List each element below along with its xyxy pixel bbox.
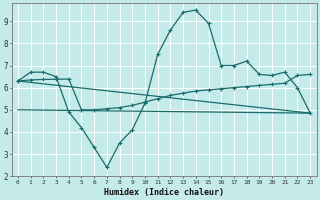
X-axis label: Humidex (Indice chaleur): Humidex (Indice chaleur) <box>104 188 224 197</box>
